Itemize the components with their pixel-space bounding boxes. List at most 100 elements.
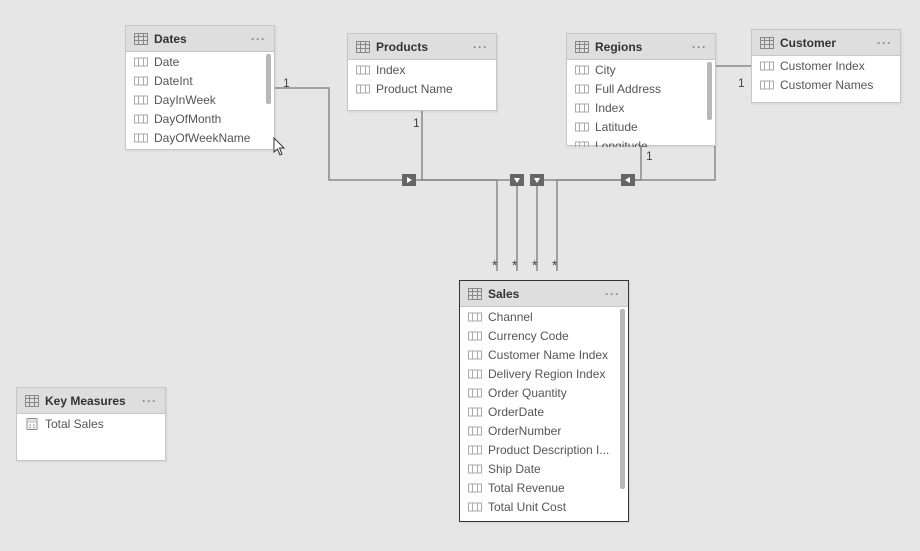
field-icon [25, 418, 39, 430]
field-icon [575, 121, 589, 133]
table-header-key_measures[interactable]: Key Measures··· [17, 388, 165, 414]
field-row[interactable]: DateInt [126, 71, 274, 90]
field-row[interactable]: Customer Name Index [460, 345, 628, 364]
table-title: Key Measures [45, 394, 142, 408]
field-icon [468, 330, 482, 342]
table-header-products[interactable]: Products··· [348, 34, 496, 60]
field-row[interactable]: OrderDate [460, 402, 628, 421]
table-menu-icon[interactable]: ··· [692, 40, 707, 54]
field-row[interactable]: OrderNumber [460, 421, 628, 440]
field-label: Product Name [376, 82, 453, 96]
field-icon [134, 94, 148, 106]
field-icon [468, 406, 482, 418]
table-menu-icon[interactable]: ··· [605, 287, 620, 301]
svg-text:*: * [492, 257, 498, 273]
table-header-customer[interactable]: Customer··· [752, 30, 900, 56]
table-title: Dates [154, 32, 251, 46]
field-icon [468, 368, 482, 380]
svg-text:1: 1 [646, 149, 653, 163]
field-icon [468, 482, 482, 494]
field-label: City [595, 63, 616, 77]
field-list-sales: ChannelCurrency CodeCustomer Name IndexD… [460, 307, 628, 523]
table-dates[interactable]: Dates···DateDateIntDayInWeekDayOfMonthDa… [125, 25, 275, 150]
field-row[interactable]: Currency Code [460, 326, 628, 345]
field-icon [134, 75, 148, 87]
table-header-regions[interactable]: Regions··· [567, 34, 715, 60]
field-label: Full Address [595, 82, 661, 96]
field-row[interactable]: Longitude [567, 136, 715, 147]
field-row[interactable]: Channel [460, 307, 628, 326]
scrollbar-thumb[interactable] [620, 309, 625, 489]
svg-text:*: * [532, 257, 538, 273]
field-label: DayInWeek [154, 93, 216, 107]
table-menu-icon[interactable]: ··· [473, 40, 488, 54]
svg-text:1: 1 [738, 76, 745, 90]
field-label: DateInt [154, 74, 193, 88]
field-label: Customer Index [780, 59, 865, 73]
field-row[interactable]: City [567, 60, 715, 79]
field-row[interactable]: Index [567, 98, 715, 117]
field-icon [760, 60, 774, 72]
field-icon [468, 349, 482, 361]
field-row[interactable]: DayInWeek [126, 90, 274, 109]
field-list-dates: Date DateInt DayInWeek DayOfMonth DayOfWeekN… [126, 52, 274, 151]
field-label: Order Quantity [488, 386, 567, 400]
table-title: Products [376, 40, 473, 54]
table-header-dates[interactable]: Dates··· [126, 26, 274, 52]
table-menu-icon[interactable]: ··· [142, 394, 157, 408]
svg-text:*: * [552, 257, 558, 273]
field-icon [468, 387, 482, 399]
table-icon [25, 395, 39, 407]
field-label: Index [376, 63, 405, 77]
field-icon [134, 132, 148, 144]
table-regions[interactable]: Regions··· City Full Address Index LatitudeL… [566, 33, 716, 146]
field-label: Index [595, 101, 624, 115]
field-icon [575, 83, 589, 95]
field-row[interactable]: Product Name [348, 79, 496, 98]
table-menu-icon[interactable]: ··· [877, 36, 892, 50]
table-icon [134, 33, 148, 45]
field-list-products: Index Product Name [348, 60, 496, 112]
field-row[interactable]: Customer Names [752, 75, 900, 94]
field-row[interactable]: DayOfWeekName [126, 128, 274, 147]
table-products[interactable]: Products··· Index Product Name [347, 33, 497, 111]
field-icon [575, 64, 589, 76]
table-sales[interactable]: Sales···ChannelCurrency CodeCustomer Nam… [459, 280, 629, 522]
field-label: Product Description I... [488, 443, 609, 457]
field-row[interactable]: Full Address [567, 79, 715, 98]
field-label: DayOfWeekName [154, 131, 250, 145]
svg-text:1: 1 [413, 116, 420, 130]
field-row[interactable]: Customer Index [752, 56, 900, 75]
field-icon [468, 425, 482, 437]
field-list-regions: City Full Address Index LatitudeLongitude [567, 60, 715, 147]
field-icon [468, 311, 482, 323]
scrollbar-thumb[interactable] [266, 54, 271, 104]
field-icon [468, 444, 482, 456]
field-row[interactable]: DayOfMonth [126, 109, 274, 128]
field-row[interactable]: Order Quantity [460, 383, 628, 402]
field-icon [575, 140, 589, 148]
field-row[interactable]: Date [126, 52, 274, 71]
table-customer[interactable]: Customer··· Customer Index Customer Names [751, 29, 901, 103]
field-row[interactable]: Delivery Region Index [460, 364, 628, 383]
scrollbar-thumb[interactable] [707, 62, 712, 120]
field-row[interactable]: Latitude [567, 117, 715, 136]
field-row[interactable]: Total Revenue [460, 478, 628, 497]
field-label: Total Sales [45, 417, 104, 431]
field-row[interactable]: Ship Date [460, 459, 628, 478]
field-row[interactable]: Total Sales [17, 414, 165, 433]
field-label: Date [154, 55, 179, 69]
table-key_measures[interactable]: Key Measures··· Total Sales [16, 387, 166, 461]
field-icon [134, 56, 148, 68]
field-row[interactable]: Product Description I... [460, 440, 628, 459]
field-label: Total Revenue [488, 481, 565, 495]
table-menu-icon[interactable]: ··· [251, 32, 266, 46]
svg-text:1: 1 [283, 76, 290, 90]
field-row[interactable]: Total Unit Cost [460, 497, 628, 516]
field-icon [134, 113, 148, 125]
field-icon [468, 501, 482, 513]
field-label: Customer Names [780, 78, 873, 92]
field-label: Total Unit Cost [488, 500, 566, 514]
field-row[interactable]: Index [348, 60, 496, 79]
table-header-sales[interactable]: Sales··· [460, 281, 628, 307]
